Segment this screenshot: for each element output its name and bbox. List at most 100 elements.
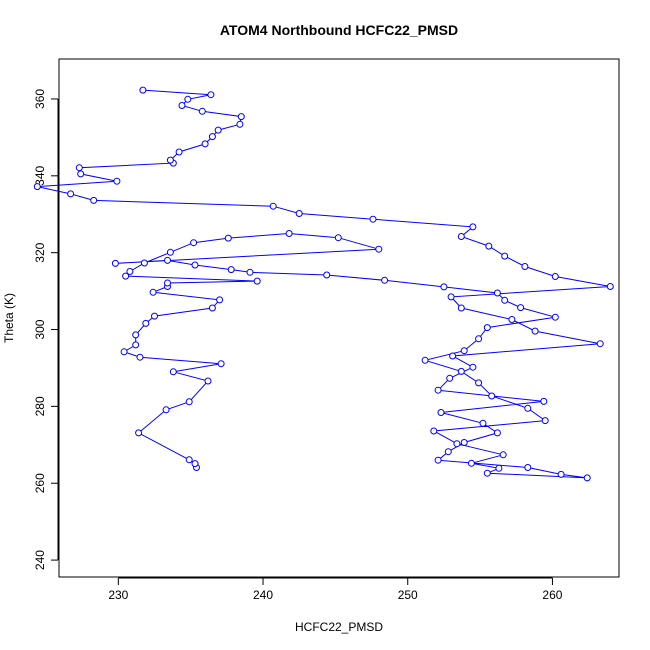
data-point [246, 268, 254, 276]
data-point [493, 289, 501, 297]
x-tick-label: 250 [398, 588, 418, 602]
y-tick-label: 280 [33, 396, 47, 416]
data-point [447, 293, 455, 301]
x-tick-label: 260 [542, 588, 562, 602]
data-point [501, 296, 509, 304]
data-point [169, 368, 177, 376]
plot-frame [58, 58, 620, 578]
data-point [446, 374, 454, 382]
y-tick-label: 320 [33, 242, 47, 262]
data-point [334, 234, 342, 242]
data-point [501, 252, 509, 260]
data-point [457, 233, 465, 240]
data-point [467, 459, 475, 467]
data-point [208, 133, 216, 141]
data-point [191, 261, 199, 269]
data-point [479, 419, 487, 427]
data-point [375, 245, 383, 253]
data-point [142, 319, 150, 327]
data-point [140, 259, 148, 267]
data-point [440, 283, 448, 291]
data-point [551, 273, 559, 280]
data-point [493, 429, 501, 437]
data-point [204, 377, 212, 385]
data-point [208, 304, 216, 312]
data-point [33, 183, 41, 191]
x-tick-label: 240 [253, 588, 273, 602]
data-point [444, 448, 452, 456]
data-point [449, 352, 457, 360]
data-point [184, 95, 192, 103]
data-point [132, 341, 140, 349]
data-point [421, 356, 429, 364]
data-point [75, 164, 83, 172]
data-point [285, 230, 293, 237]
chart-title: ATOM4 Northbound HCFC22_PMSD [220, 22, 458, 38]
data-point [139, 86, 147, 94]
data-point [122, 272, 130, 280]
data-point [151, 312, 158, 320]
data-point [483, 469, 491, 477]
data-point [175, 148, 183, 156]
data-point [67, 190, 75, 198]
data-point [437, 409, 445, 416]
data-point [457, 304, 465, 312]
data-point [295, 210, 303, 217]
data-point [149, 288, 157, 296]
data-point [126, 268, 134, 275]
data-point [323, 271, 331, 279]
data-point [113, 177, 121, 185]
data-point [237, 113, 245, 121]
data-point [164, 256, 171, 264]
data-point [178, 102, 186, 109]
data-point [185, 398, 193, 406]
data-point [469, 363, 477, 371]
data-point [457, 367, 465, 375]
data-point [460, 347, 468, 355]
x-tick-label: 230 [108, 588, 128, 602]
data-point [475, 379, 483, 387]
data-point [201, 140, 209, 148]
data-point [185, 456, 193, 464]
data-point [453, 440, 461, 448]
data-point [77, 170, 85, 178]
data-point [90, 196, 98, 204]
data-point [521, 263, 529, 270]
data-point [483, 324, 491, 332]
data-point [207, 91, 215, 99]
y-axis: 240 260 280 300 320 340 360 [33, 89, 59, 570]
data-point [166, 248, 174, 256]
data-point [253, 277, 261, 285]
data-point [583, 474, 591, 482]
data-point [485, 242, 493, 250]
y-tick-label: 260 [33, 473, 47, 493]
y-tick-label: 340 [33, 165, 47, 185]
data-point [381, 276, 389, 284]
data-point [214, 126, 222, 134]
data-point [164, 279, 171, 287]
data-point [135, 429, 143, 437]
data-point [596, 340, 604, 348]
data-point [508, 316, 516, 323]
data-point [120, 348, 128, 356]
data-point [524, 404, 532, 412]
data-point [475, 335, 483, 343]
x-axis: 230 240 250 260 [108, 577, 563, 602]
data-point [531, 327, 539, 335]
data-point [517, 304, 525, 312]
data-point [551, 313, 559, 321]
data-point [217, 360, 225, 368]
data-point [430, 427, 438, 435]
data-point [162, 406, 170, 414]
data-point [434, 386, 442, 394]
data-point [198, 107, 206, 115]
data-point [540, 397, 548, 405]
x-axis-label: HCFC22_PMSD [295, 620, 383, 634]
data-point [227, 266, 235, 274]
data-point [557, 470, 565, 478]
data-point [369, 215, 377, 223]
data-point [269, 202, 277, 210]
data-point [524, 464, 532, 471]
data-point [499, 451, 507, 459]
